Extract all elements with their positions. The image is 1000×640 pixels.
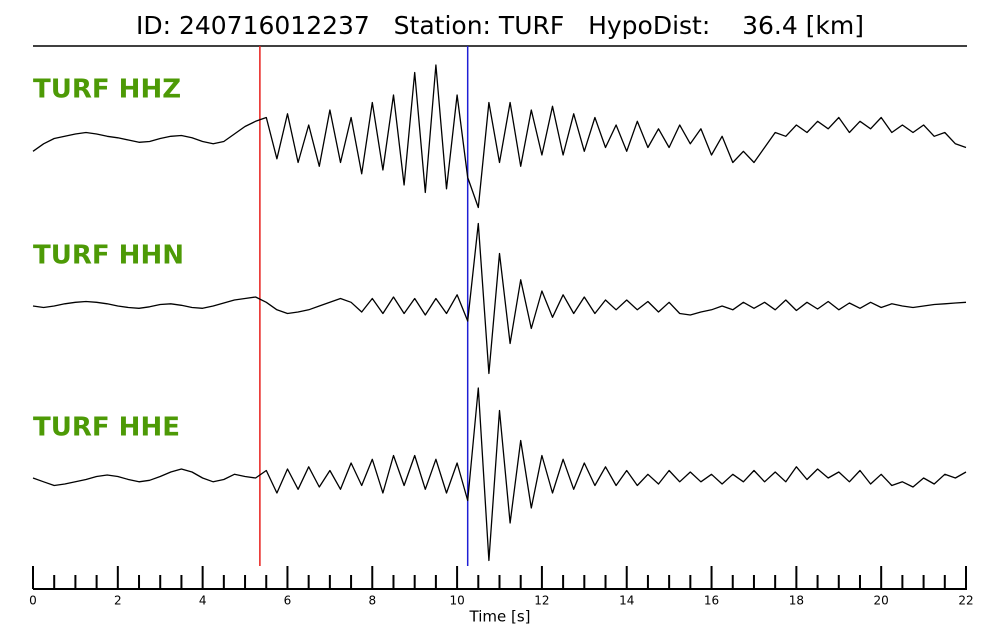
x-tick-label: 16: [704, 594, 719, 608]
trace-label: TURF HHZ: [33, 75, 181, 105]
x-tick-label: 14: [619, 594, 634, 608]
x-tick-label: 12: [534, 594, 549, 608]
x-tick-label: 22: [958, 594, 973, 608]
x-tick-label: 20: [874, 594, 889, 608]
x-tick-label: 0: [29, 594, 37, 608]
waveform: [32, 387, 967, 562]
x-tick-label: 10: [449, 594, 464, 608]
x-tick-label: 18: [789, 594, 804, 608]
trace-label: TURF HHN: [33, 241, 184, 271]
x-tick-label: 4: [199, 594, 207, 608]
x-tick-label: 6: [284, 594, 292, 608]
x-axis-label: Time [s]: [469, 608, 531, 626]
x-tick-label: 8: [368, 594, 376, 608]
waveform: [32, 64, 967, 209]
trace-label: TURF HHE: [33, 413, 180, 443]
chart-title: ID: 240716012237 Station: TURF HypoDist:…: [136, 11, 864, 40]
waveform: [32, 222, 967, 375]
x-tick-label: 2: [114, 594, 122, 608]
